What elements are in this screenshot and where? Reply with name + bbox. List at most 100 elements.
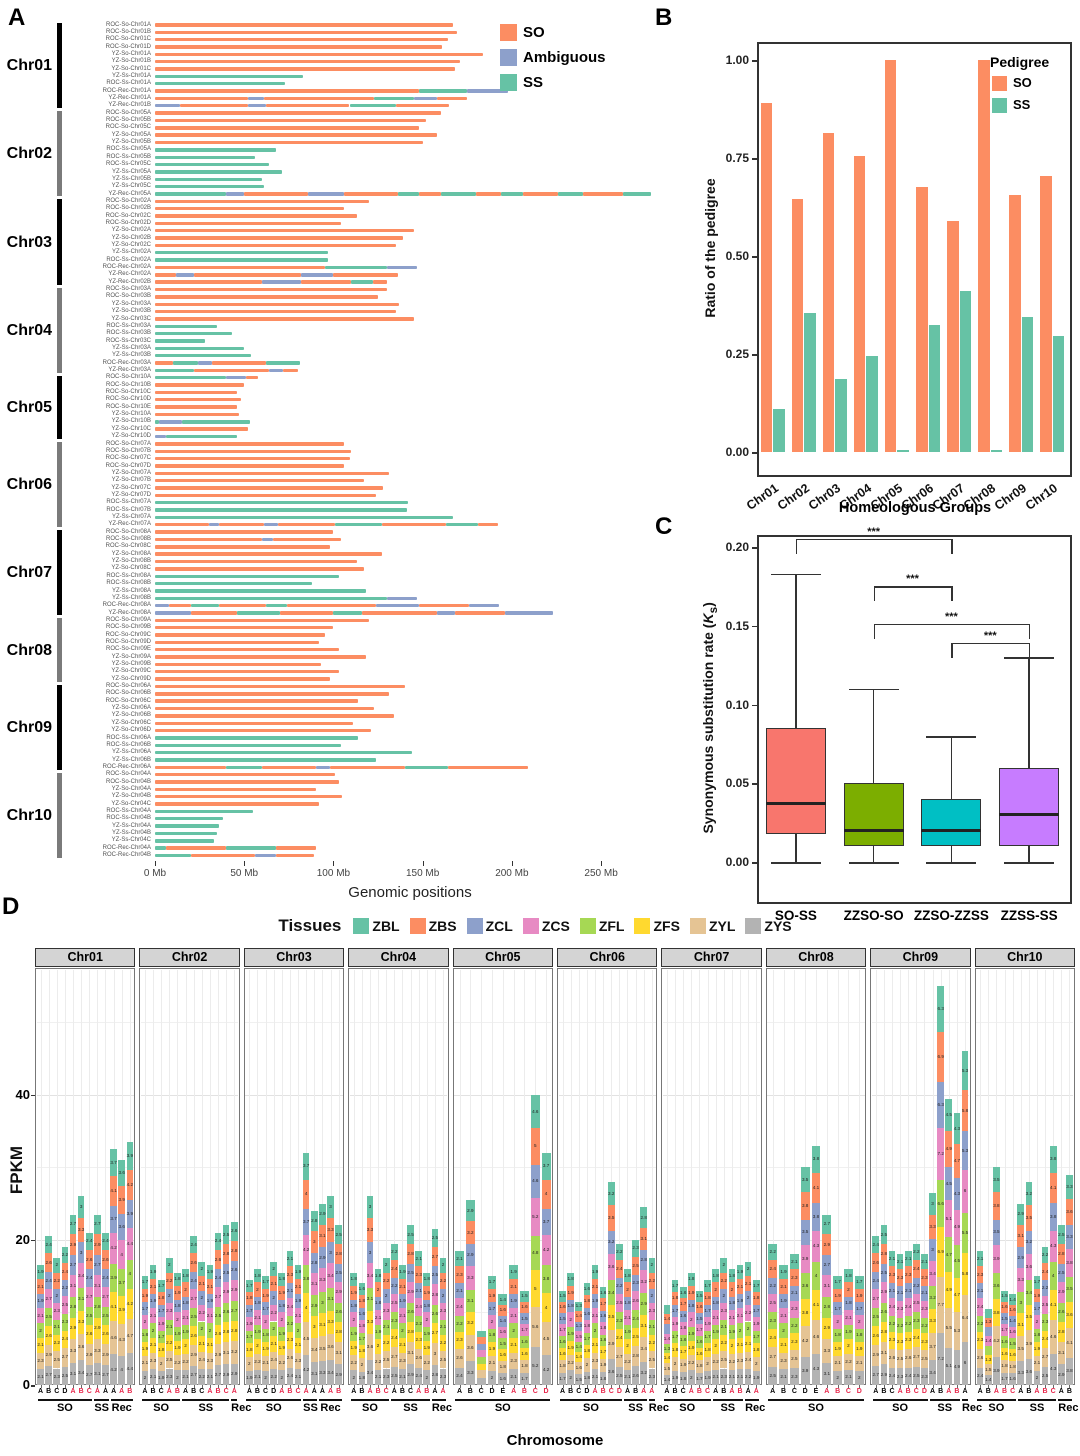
chromosome-row-label: YZ-So-Chr07A: [111, 469, 151, 476]
fpkm-segment-zbs: 4: [541, 1179, 551, 1209]
chromosome-bar-segment-so: [212, 361, 266, 365]
chromosome-bar-segment-so: [262, 765, 316, 770]
segment-value: 2.4: [391, 1334, 398, 1340]
fpkm-segment-zfs: 2: [712, 1339, 719, 1354]
fpkm-segment-zyl: 2.5: [382, 1350, 390, 1369]
fpkm-segment-zfl: 2: [206, 1323, 214, 1338]
chromosome-bar-segment-so: [155, 633, 325, 637]
segment-value: 1.7: [856, 1305, 863, 1311]
y-axis-tick: [31, 1385, 35, 1387]
fpkm-segment-zyl: 2: [358, 1357, 366, 1372]
bar-letter-label: B: [78, 1388, 84, 1395]
fpkm-segment-zfs: 4.1: [110, 1291, 117, 1322]
fpkm-segment-zbl: 1.7: [141, 1276, 149, 1289]
chromosome-row-label: YZ-Ss-Chr04A: [111, 822, 151, 829]
gridline-v: [481, 969, 483, 1384]
segment-value: 3.5: [993, 1229, 1000, 1235]
segment-value: 2.6: [45, 1332, 52, 1338]
facet-strip-chr03: Chr03: [243, 948, 345, 967]
segment-value: 2.8: [407, 1328, 414, 1334]
gridline-v: [502, 969, 504, 1384]
segment-value: 2: [847, 1286, 850, 1292]
segment-value: 2.1: [736, 1374, 744, 1380]
segment-value: 1.7: [671, 1334, 679, 1340]
segment-value: 2.3: [616, 1317, 623, 1323]
fpkm-segment-zyl: 2.2: [174, 1354, 181, 1371]
segment-value: 1.4: [575, 1354, 582, 1360]
fpkm-segment-zbs: 1.8: [752, 1291, 760, 1306]
bar-letter-label: A: [182, 1388, 189, 1395]
fpkm-segment-zbl: 1.7: [833, 1276, 843, 1289]
segment-value: 2.2: [720, 1339, 727, 1345]
x-axis-tick: [369, 1385, 371, 1388]
fpkm-segment-zcs: 2.3: [439, 1303, 447, 1320]
fpkm-segment-zbl: 2: [165, 1258, 173, 1273]
fpkm-segment-zbl: 2.6: [230, 1221, 238, 1241]
segment-value: 4.1: [812, 1302, 820, 1308]
segment-value: 4: [544, 1191, 548, 1197]
segment-value: 1.6: [1009, 1376, 1016, 1382]
segment-value: 2.3: [769, 1317, 776, 1323]
fpkm-segment-zcs: 2.3: [896, 1300, 904, 1318]
fpkm-segment-zfs: 5: [530, 1270, 540, 1307]
fpkm-segment-zbs: 3.1: [1017, 1224, 1025, 1248]
segment-value: 2.5: [431, 1272, 439, 1278]
legend-swatch-ss: [500, 74, 517, 91]
chromosome-bar-segment-so: [155, 464, 345, 468]
segment-value: 2.3: [61, 1319, 69, 1325]
segment-value: 3.5: [608, 1214, 615, 1220]
chromosome-row-label: ROC-So-Chr01B: [105, 28, 151, 35]
y-axis-tick-label: 0.05: [725, 776, 749, 791]
fpkm-segment-zyl: 3.1: [1057, 1341, 1065, 1365]
segment-value: 2.3: [439, 1373, 447, 1379]
bar-letter-label: D: [921, 1388, 927, 1395]
segment-value: 2.6: [214, 1331, 222, 1337]
segment-value: 2.2: [648, 1277, 656, 1283]
segment-value: 4.3: [1050, 1243, 1057, 1249]
fpkm-segment-zys: 2.3: [53, 1368, 61, 1385]
segment-value: 2.5: [769, 1372, 776, 1378]
facet-strip-chr06: Chr06: [557, 948, 658, 967]
chromosome-bar-segment-so: [179, 104, 248, 108]
chromosome-bar-segment-ss: [333, 611, 362, 615]
fpkm-segment-zyl: 2.7: [768, 1346, 778, 1367]
chromosome-row-label: ROC-So-Chr10B: [105, 381, 151, 388]
chromosome-bar-segment-so: [155, 537, 263, 542]
segment-value: 3.9: [110, 1274, 117, 1280]
x-axis-tick: [932, 1385, 934, 1388]
segment-value: 2: [55, 1262, 59, 1268]
x-axis-tick: [1028, 1385, 1030, 1388]
fpkm-segment-zys: 2.4: [976, 1367, 984, 1385]
segment-value: 7.7: [937, 1302, 944, 1308]
fpkm-segment-zyl: 1.8: [696, 1359, 703, 1373]
whisker-cap-bottom: [1004, 862, 1055, 864]
fpkm-segment-zys: 2.7: [190, 1365, 197, 1385]
pedigree-group-underline: [182, 1399, 230, 1401]
fpkm-segment-zcs: 2.3: [921, 1300, 928, 1318]
panel-b-y-axis-label: Ratio of the pedigree: [702, 178, 718, 318]
segment-value: 2: [836, 1374, 839, 1380]
fpkm-segment-zfs: 3.1: [640, 1314, 648, 1338]
fpkm-segment-zfs: 2: [374, 1339, 382, 1354]
segment-value: 1.9: [488, 1345, 496, 1351]
chromosome-row-label: ROC-Ss-Chr08A: [106, 572, 151, 579]
x-axis-tick: [908, 1385, 910, 1388]
segment-value: 2: [168, 1262, 171, 1268]
fpkm-segment-zbl: 1.8: [712, 1268, 719, 1283]
y-axis-tick: [31, 1094, 35, 1097]
legend-swatch-zbl: [353, 918, 370, 934]
y-axis-tick-label: 1.00: [725, 53, 749, 67]
segment-value: 1.7: [834, 1279, 841, 1285]
chromosome-bar-segment-so: [155, 684, 405, 689]
fpkm-segment-zbl: 3.8: [1049, 1145, 1057, 1174]
legend-swatch-zys: [745, 918, 762, 934]
segment-value: 4: [120, 1367, 123, 1373]
bar-letter-label: C: [532, 1388, 538, 1395]
chromosome-row-label: YZ-So-Chr10C: [111, 425, 151, 432]
chromosome-bar-segment-so: [155, 199, 370, 203]
fpkm-segment-zbs: 1.4: [663, 1314, 671, 1325]
bar-letter-label: E: [500, 1388, 506, 1395]
fpkm-segment-zfs: 2.8: [1057, 1321, 1065, 1342]
bar-letter-label: A: [592, 1388, 598, 1395]
gridline-v: [193, 969, 195, 1384]
